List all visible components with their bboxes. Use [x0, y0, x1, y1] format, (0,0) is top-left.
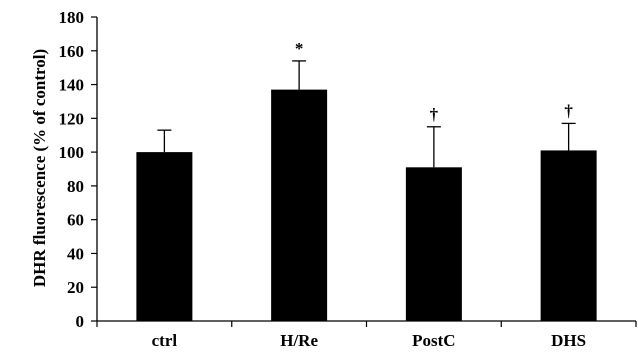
bars-layer: [136, 89, 597, 321]
y-tick-label: 20: [67, 278, 84, 297]
y-tick-label: 80: [67, 177, 84, 196]
x-category-label: H/Re: [280, 331, 318, 350]
axes-layer: [91, 16, 637, 327]
significance-mark: *: [295, 39, 304, 58]
y-tick-label: 140: [59, 76, 85, 95]
y-tick-label: 120: [59, 109, 85, 128]
y-tick-label: 180: [59, 8, 85, 27]
x-category-label: DHS: [551, 331, 586, 350]
y-tick-label: 0: [76, 312, 85, 331]
y-tick-label: 160: [59, 42, 85, 61]
labels-layer: 0 20 40 60 80 100 120 140 160 180 ctrl * H/Re † PostC †…: [59, 8, 587, 350]
y-tick-label: 60: [67, 211, 84, 230]
y-axis-title: DHR fluorescence (% of control): [30, 49, 49, 287]
bar-ctrl: [136, 152, 193, 321]
bar-h-re: [271, 89, 328, 321]
bar-dhs: [540, 150, 597, 321]
bar-postc: [405, 167, 462, 321]
y-tick-label: 40: [67, 244, 84, 263]
significance-mark: †: [564, 101, 573, 120]
y-tick-label: 100: [59, 143, 85, 162]
error-bars-layer: [157, 60, 576, 168]
x-category-label: PostC: [412, 331, 455, 350]
significance-mark: †: [430, 105, 439, 124]
x-category-label: ctrl: [152, 331, 178, 350]
